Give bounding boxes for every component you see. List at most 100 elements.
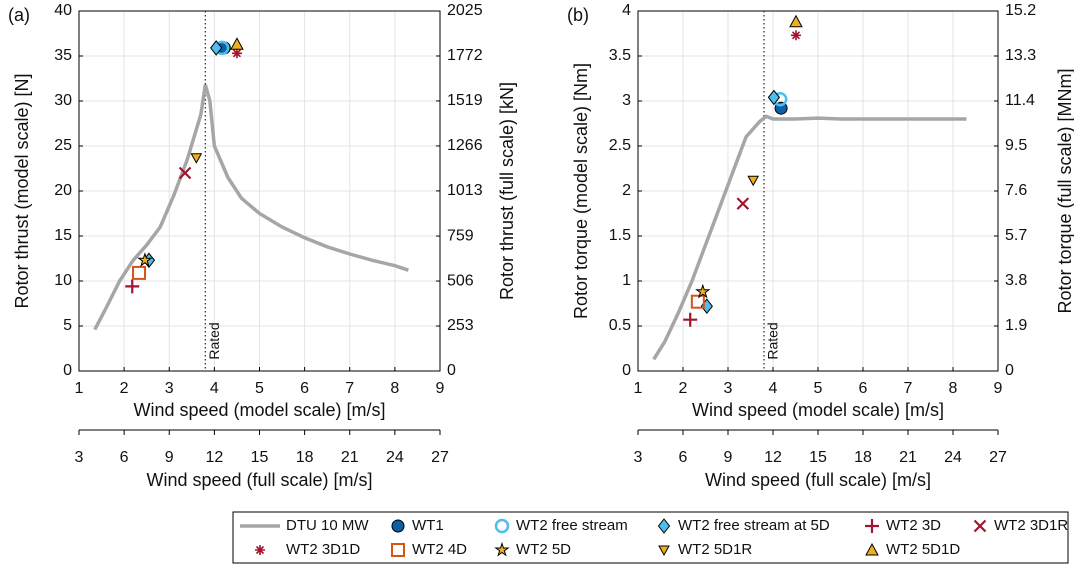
x2-axis-label: Wind speed (full scale) [m/s] (705, 470, 931, 490)
data-point (178, 166, 192, 180)
legend-label: WT2 3D (886, 517, 941, 534)
panel-label: (a) (8, 5, 30, 25)
x2-tick-label: 12 (205, 449, 223, 466)
x-tick-label: 3 (724, 380, 733, 397)
y2-tick-label: 506 (447, 272, 474, 289)
x-tick-label: 4 (769, 380, 778, 397)
plot-frame (637, 10, 999, 372)
x-tick-label: 7 (904, 380, 913, 397)
legend-marker (494, 541, 510, 557)
x-tick-label: 8 (390, 380, 399, 397)
x2-tick-label: 15 (809, 449, 827, 466)
y-tick-label: 40 (54, 2, 72, 19)
x2-tick-label: 24 (944, 449, 962, 466)
x2-axis-label: Wind speed (full scale) [m/s] (146, 470, 372, 490)
data-point (137, 252, 153, 267)
plot-frame (78, 10, 441, 372)
data-point (210, 40, 223, 56)
data-point (790, 30, 801, 41)
data-point (789, 14, 803, 28)
legend-marker (658, 545, 670, 557)
data-point (695, 283, 711, 299)
rated-label: Rated (765, 322, 781, 359)
x2-tick-label: 12 (764, 449, 782, 466)
data-point (747, 175, 760, 187)
legend-label: WT1 (412, 517, 444, 534)
legend-label: WT2 3D1D (286, 541, 360, 558)
y2-tick-label: 1266 (447, 137, 483, 154)
x-tick-label: 1 (634, 380, 643, 397)
y-tick-label: 35 (54, 47, 72, 64)
y2-tick-label: 3.8 (1005, 272, 1027, 289)
data-point (736, 197, 750, 210)
x-tick-label: 9 (994, 380, 1003, 397)
y2-tick-label: 1.9 (1005, 317, 1027, 334)
x-tick-label: 7 (345, 380, 354, 397)
x-tick-label: 8 (949, 380, 958, 397)
x-tick-label: 3 (165, 380, 174, 397)
y2-tick-label: 15.2 (1005, 2, 1036, 19)
legend-label: WT2 3D1R (994, 517, 1068, 534)
y2-tick-label: 0 (1005, 362, 1014, 379)
rated-label: Rated (206, 322, 222, 359)
x2-tick-label: 18 (854, 449, 872, 466)
x-tick-label: 2 (120, 380, 129, 397)
y2-tick-label: 759 (447, 227, 474, 244)
x2-tick-label: 15 (251, 449, 269, 466)
y-tick-label: 15 (54, 227, 72, 244)
x2-tick-label: 21 (341, 449, 359, 466)
legend-marker (391, 543, 405, 557)
legend-marker (657, 518, 671, 534)
y-tick-label: 2.5 (609, 137, 631, 154)
y2-tick-label: 0 (447, 362, 456, 379)
x2-tick-label: 3 (634, 449, 643, 466)
y-tick-label: 2 (622, 182, 631, 199)
x-tick-label: 1 (75, 380, 84, 397)
y-tick-label: 0 (63, 362, 72, 379)
x2-tick-label: 27 (431, 449, 449, 466)
legend-label: WT2 free stream at 5D (678, 517, 830, 534)
data-point (231, 48, 242, 59)
legend-label: WT2 free stream (516, 517, 628, 534)
x2-tick-label: 6 (120, 449, 129, 466)
y-tick-label: 0.5 (609, 317, 631, 334)
data-point (230, 37, 244, 50)
data-point (767, 89, 781, 106)
x-tick-label: 5 (814, 380, 823, 397)
y-axis-label: Rotor thrust (model scale) [N] (12, 73, 32, 308)
y2-tick-label: 2025 (447, 2, 483, 19)
x2-tick-label: 6 (679, 449, 688, 466)
legend-marker (865, 542, 879, 556)
data-point (690, 294, 705, 309)
y-tick-label: 0 (622, 362, 631, 379)
y2-tick-label: 7.6 (1005, 182, 1027, 199)
y2-tick-label: 13.3 (1005, 47, 1036, 64)
x2-tick-label: 24 (386, 449, 404, 466)
data-point (190, 153, 203, 164)
legend-marker (494, 518, 510, 534)
y-tick-label: 30 (54, 92, 72, 109)
y-tick-label: 25 (54, 137, 72, 154)
x2-tick-label: 9 (165, 449, 174, 466)
legend-label: WT2 5D1R (678, 541, 752, 558)
panel-label: (b) (567, 5, 589, 25)
x2-tick-label: 9 (724, 449, 733, 466)
y2-tick-label: 1519 (447, 92, 483, 109)
legend-label: DTU 10 MW (286, 517, 369, 534)
y2-axis-label: Rotor thrust (full scale) [kN] (497, 82, 517, 300)
data-point (125, 279, 140, 294)
y-tick-label: 3.5 (609, 47, 631, 64)
y-tick-label: 5 (63, 317, 72, 334)
y-tick-label: 10 (54, 272, 72, 289)
x-axis-label: Wind speed (model scale) [m/s] (692, 400, 944, 420)
x-tick-label: 2 (679, 380, 688, 397)
x-tick-label: 6 (859, 380, 868, 397)
legend-box (232, 511, 1069, 564)
x2-tick-label: 3 (75, 449, 84, 466)
y2-tick-label: 1013 (447, 182, 483, 199)
legend-marker (255, 545, 265, 555)
y-tick-label: 4 (622, 2, 631, 19)
y2-tick-label: 11.4 (1005, 92, 1035, 109)
legend-label: WT2 5D (516, 541, 571, 558)
